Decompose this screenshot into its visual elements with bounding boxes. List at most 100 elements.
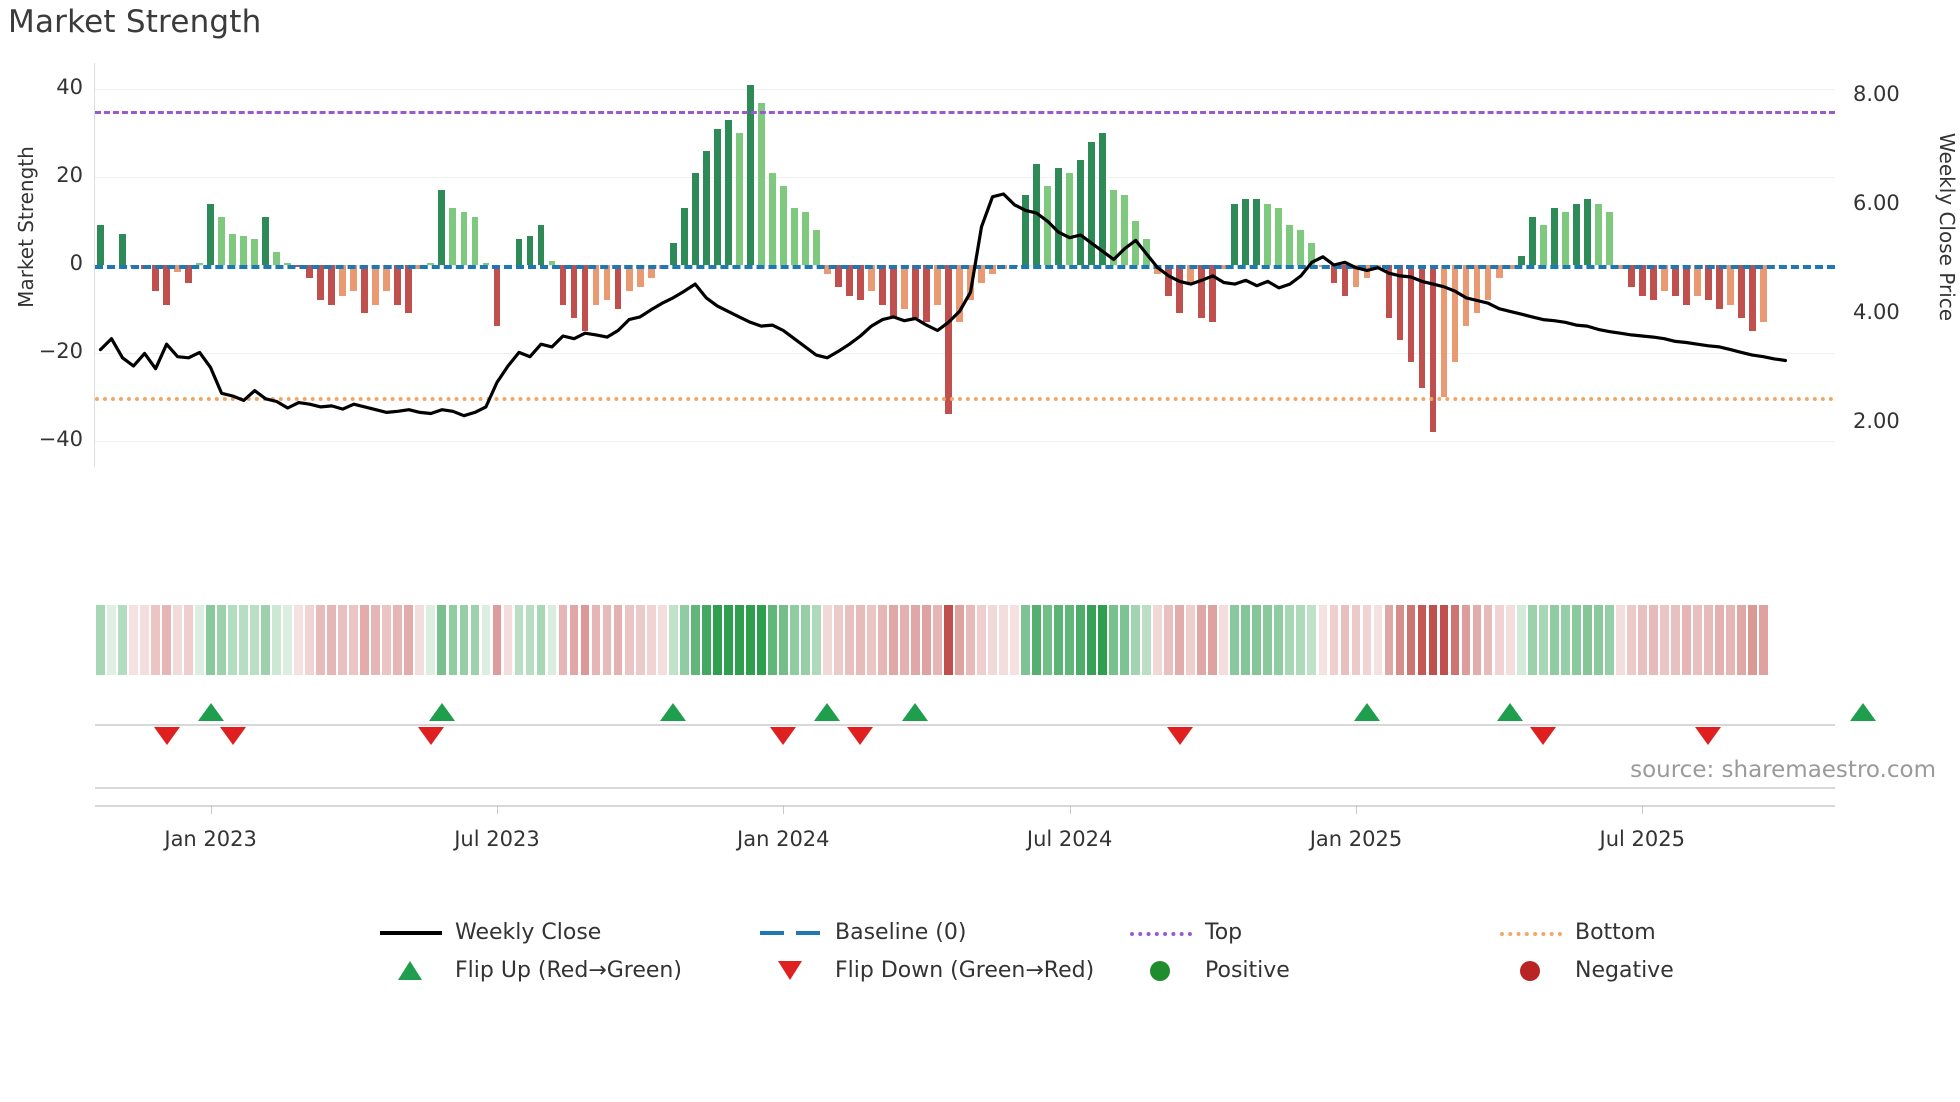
heatmap-cell bbox=[239, 605, 249, 675]
heatmap-cell bbox=[448, 605, 458, 675]
heatmap-cell bbox=[283, 605, 293, 675]
heatmap-cell bbox=[1076, 605, 1086, 675]
heatmap-cell bbox=[591, 605, 601, 675]
strength-bar bbox=[1209, 265, 1217, 323]
strength-bar bbox=[339, 265, 347, 296]
heatmap-cell bbox=[646, 605, 656, 675]
heatmap-cell bbox=[1362, 605, 1372, 675]
heatmap-cell bbox=[217, 605, 227, 675]
strength-bar bbox=[592, 265, 600, 305]
heatmap-cell bbox=[1714, 605, 1724, 675]
heatmap-cell bbox=[1329, 605, 1339, 675]
strength-bar bbox=[757, 102, 765, 265]
heatmap-cell bbox=[1131, 605, 1141, 675]
top-reference-line bbox=[95, 111, 1835, 115]
heatmap-cell bbox=[1373, 605, 1383, 675]
heatmap-cell bbox=[635, 605, 645, 675]
strength-bar bbox=[284, 262, 292, 265]
heatmap-cell bbox=[305, 605, 315, 675]
heatmap-cell bbox=[492, 605, 502, 675]
heatmap-cell bbox=[1120, 605, 1130, 675]
strength-bar bbox=[306, 265, 314, 279]
legend-item[interactable]: Flip Up (Red→Green) bbox=[380, 958, 682, 983]
flip-down-marker bbox=[847, 727, 874, 745]
strength-bar bbox=[119, 234, 126, 265]
heatmap-cell bbox=[558, 605, 568, 675]
heatmap-cell bbox=[900, 605, 909, 675]
legend-item[interactable]: Positive bbox=[1130, 958, 1290, 983]
strength-bar bbox=[1352, 265, 1360, 287]
strength-bar bbox=[878, 265, 886, 305]
legend-triangle-up-icon bbox=[380, 960, 442, 982]
heatmap-cell bbox=[1681, 605, 1691, 675]
strength-bar bbox=[1473, 265, 1481, 314]
strength-bar bbox=[405, 265, 413, 314]
heatmap-cell bbox=[1637, 605, 1647, 675]
heatmap-cell bbox=[1230, 605, 1240, 675]
strength-bar bbox=[229, 234, 237, 265]
strength-bar bbox=[207, 203, 215, 265]
legend-item-label: Flip Down (Green→Red) bbox=[835, 958, 1095, 983]
heatmap-cell bbox=[437, 605, 447, 675]
chart-legend: Weekly Close Baseline (0) Top Bottom Flip U… bbox=[0, 920, 1960, 996]
x-tick-mark bbox=[1069, 805, 1071, 814]
heatmap-cell bbox=[778, 605, 788, 675]
legend-item[interactable]: Weekly Close bbox=[380, 920, 601, 945]
legend-item[interactable]: Bottom bbox=[1500, 920, 1656, 945]
x-tick-mark bbox=[496, 805, 498, 814]
heatmap-cell bbox=[349, 605, 359, 675]
strength-bar bbox=[1407, 265, 1415, 362]
strength-bar bbox=[1275, 207, 1283, 265]
heatmap-cell bbox=[767, 605, 777, 675]
legend-item[interactable]: Baseline (0) bbox=[760, 920, 966, 945]
strength-bar bbox=[856, 265, 864, 301]
y-tick-right: 6.00 bbox=[1853, 190, 1900, 215]
strength-bars bbox=[95, 63, 1835, 467]
legend-dot-icon bbox=[1130, 960, 1192, 982]
y-tick-right: 4.00 bbox=[1853, 300, 1900, 325]
strength-bar bbox=[779, 185, 787, 265]
legend-item-label: Baseline (0) bbox=[835, 920, 967, 945]
heatmap-cell bbox=[789, 605, 799, 675]
strength-bar bbox=[482, 262, 490, 265]
flip-down-marker bbox=[153, 727, 180, 745]
heatmap-cell bbox=[1450, 605, 1460, 675]
heatmap-cell bbox=[1703, 605, 1713, 675]
strength-heatmap-strip bbox=[95, 605, 1835, 675]
heatmap-cell bbox=[1219, 605, 1229, 675]
strength-bar bbox=[1099, 133, 1107, 265]
flip-up-marker bbox=[428, 703, 455, 721]
source-attribution: source: sharemaestro.com bbox=[1630, 757, 1936, 783]
legend-item[interactable]: Negative bbox=[1500, 958, 1674, 983]
strength-bar bbox=[636, 265, 644, 287]
bottom-reference-line bbox=[95, 396, 1835, 401]
heatmap-cell bbox=[1010, 605, 1019, 675]
heatmap-cell bbox=[1626, 605, 1636, 675]
strength-bar bbox=[1308, 243, 1316, 265]
heatmap-cell bbox=[1549, 605, 1559, 675]
heatmap-cell bbox=[613, 605, 623, 675]
heatmap-cell bbox=[1439, 605, 1449, 675]
strength-bar bbox=[901, 265, 908, 309]
legend-item[interactable]: Flip Down (Green→Red) bbox=[760, 958, 1094, 983]
legend-item[interactable]: Top bbox=[1130, 920, 1242, 945]
heatmap-cell bbox=[1032, 605, 1041, 675]
x-tick-label: Jul 2025 bbox=[1599, 827, 1685, 851]
heatmap-cell bbox=[690, 605, 700, 675]
strength-bar bbox=[1297, 229, 1305, 265]
legend-item-label: Bottom bbox=[1575, 920, 1656, 945]
flip-axis-line bbox=[95, 724, 1835, 726]
strength-bar bbox=[1671, 265, 1679, 296]
flip-down-marker bbox=[219, 727, 246, 745]
heatmap-cell bbox=[1670, 605, 1680, 675]
strength-bar bbox=[724, 120, 732, 265]
flip-up-marker bbox=[1497, 703, 1524, 721]
strength-bar bbox=[890, 265, 897, 318]
heatmap-cell bbox=[1153, 605, 1163, 675]
heatmap-cell bbox=[1252, 605, 1262, 675]
y-axis-left-label: Market Strength bbox=[14, 146, 38, 308]
strength-bar bbox=[262, 216, 270, 265]
strength-bar bbox=[372, 265, 380, 305]
heatmap-cell bbox=[844, 605, 854, 675]
strength-bar bbox=[1341, 265, 1349, 296]
